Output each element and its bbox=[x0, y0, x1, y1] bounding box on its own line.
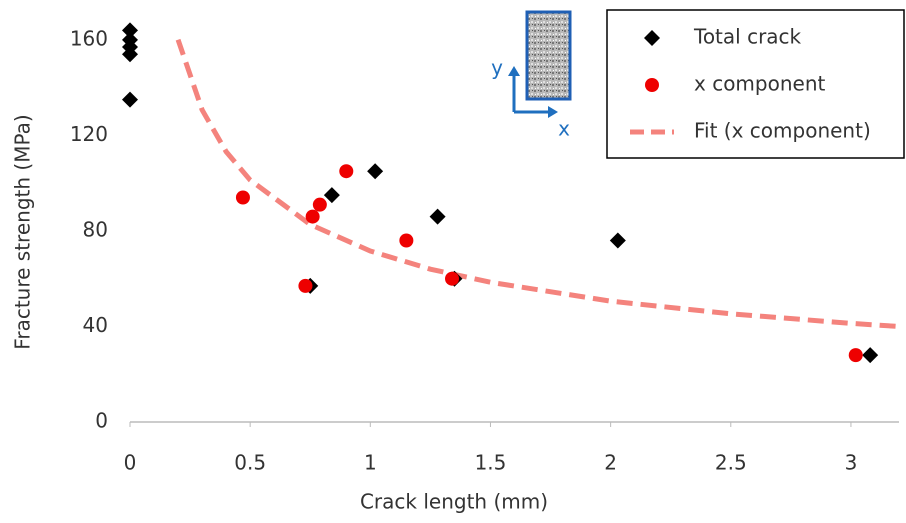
circle-marker bbox=[313, 198, 327, 212]
y-axis-title: Fracture strength (MPa) bbox=[11, 114, 35, 349]
y-tick-label: 40 bbox=[83, 313, 108, 337]
legend-label: x component bbox=[694, 72, 825, 96]
y-tick-label: 80 bbox=[83, 217, 108, 241]
x-tick-label: 0.5 bbox=[234, 451, 266, 475]
y-tick-label: 0 bbox=[95, 409, 108, 433]
inset-arrowhead-y bbox=[508, 66, 520, 76]
diamond-marker bbox=[862, 347, 878, 363]
diamond-marker bbox=[122, 92, 138, 108]
diamond-marker bbox=[367, 163, 383, 179]
legend-swatch bbox=[645, 78, 659, 92]
x-tick-label: 2 bbox=[604, 451, 617, 475]
x-tick-label: 1.5 bbox=[475, 451, 507, 475]
circle-marker bbox=[849, 348, 863, 362]
diamond-marker bbox=[324, 187, 340, 203]
inset-label: y bbox=[491, 56, 503, 80]
diamond-marker bbox=[430, 209, 446, 225]
inset-arrowhead-x bbox=[548, 106, 558, 118]
circle-marker bbox=[298, 279, 312, 293]
circle-marker bbox=[306, 210, 320, 224]
page: Crack length (mm) Fracture strength (MPa… bbox=[0, 0, 906, 523]
circle-marker bbox=[339, 164, 353, 178]
x-tick-label: 1 bbox=[364, 451, 377, 475]
legend-label: Fit (x component) bbox=[694, 119, 871, 143]
x-axis-title: Crack length (mm) bbox=[360, 490, 548, 514]
inset-label: x bbox=[558, 117, 570, 141]
circle-marker bbox=[445, 272, 459, 286]
y-tick-label: 120 bbox=[70, 122, 108, 146]
inset-specimen bbox=[527, 12, 570, 99]
x-tick-label: 3 bbox=[845, 451, 858, 475]
x-tick-label: 2.5 bbox=[715, 451, 747, 475]
x-tick-label: 0 bbox=[124, 451, 137, 475]
circle-marker bbox=[236, 191, 250, 205]
y-tick-label: 160 bbox=[70, 26, 108, 50]
diamond-marker bbox=[610, 232, 626, 248]
circle-marker bbox=[399, 233, 413, 247]
chart: Crack length (mm) Fracture strength (MPa… bbox=[0, 0, 906, 519]
legend-label: Total crack bbox=[693, 25, 802, 49]
